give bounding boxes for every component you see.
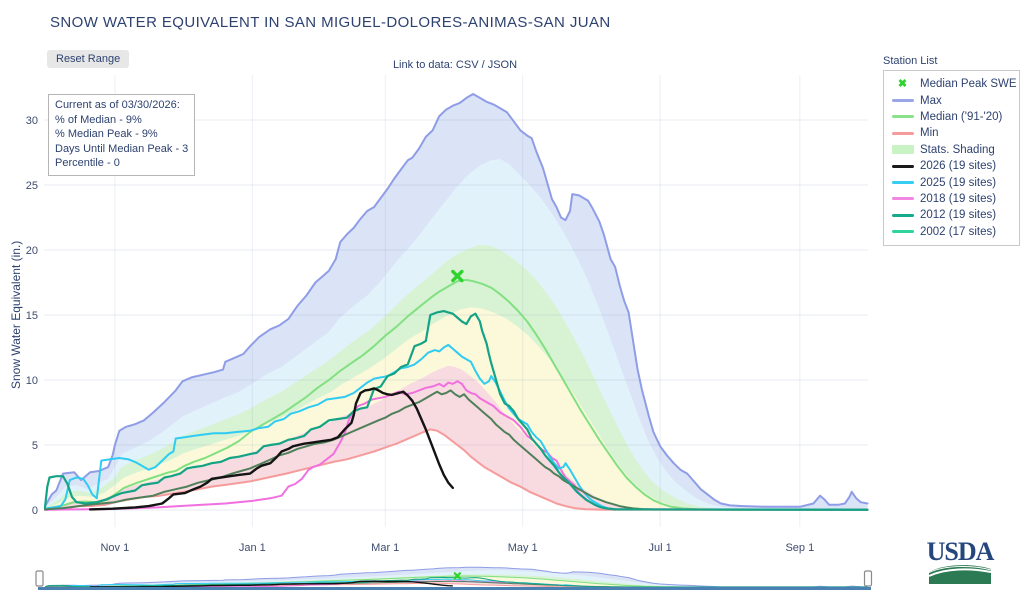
legend-item-label: 2002 (17 sites) bbox=[920, 225, 997, 238]
median-peak-x-icon: ✖ bbox=[889, 77, 916, 90]
line-swatch-icon bbox=[889, 230, 916, 234]
legend-item-label: Median ('91-'20) bbox=[920, 110, 1003, 123]
legend-item-2012-19-sites[interactable]: 2012 (19 sites) bbox=[889, 207, 1017, 223]
swatch-color bbox=[891, 131, 914, 135]
swatch-color bbox=[891, 213, 914, 217]
series-line-2026 bbox=[88, 387, 454, 511]
usda-logo: USDA bbox=[924, 537, 996, 590]
legend-item-label: 2012 (19 sites) bbox=[920, 209, 997, 222]
usda-logo-swoosh-icon bbox=[928, 565, 992, 584]
info-line: % Median Peak - 9% bbox=[55, 128, 158, 141]
x-tick-label: May 1 bbox=[508, 542, 538, 554]
data-export-link[interactable]: Link to data: CSV / JSON bbox=[392, 59, 518, 71]
series-line-2012 bbox=[43, 310, 869, 511]
nav-series-max bbox=[44, 566, 868, 588]
legend-item-2026-19-sites[interactable]: 2026 (19 sites) bbox=[889, 158, 1017, 174]
line-swatch-icon bbox=[889, 115, 916, 119]
series-line-max bbox=[44, 93, 869, 508]
legend-item-2018-19-sites[interactable]: 2018 (19 sites) bbox=[889, 191, 1017, 207]
swatch-color bbox=[891, 181, 914, 185]
y-tick-label: 10 bbox=[26, 375, 38, 387]
navigator-range-area[interactable] bbox=[40, 563, 864, 589]
x-tick-label: Sep 1 bbox=[785, 542, 814, 554]
y-tick-label: 30 bbox=[26, 115, 38, 127]
usda-logo-text: USDA bbox=[926, 537, 995, 566]
x-marker-glyph: ✖ bbox=[897, 77, 908, 90]
legend-item-median-91-20[interactable]: Median ('91-'20) bbox=[889, 109, 1017, 125]
swatch-color bbox=[891, 99, 914, 103]
page-title: SNOW WATER EQUIVALENT IN SAN MIGUEL-DOLO… bbox=[50, 14, 611, 31]
y-tick-label: 0 bbox=[32, 505, 38, 517]
line-swatch-icon bbox=[889, 99, 916, 103]
nav-series-2026 bbox=[90, 580, 453, 588]
line-swatch-icon bbox=[889, 181, 916, 185]
y-tick-label: 5 bbox=[32, 440, 38, 452]
station-list-link[interactable]: Station List bbox=[883, 55, 938, 67]
x-tick-label: Jul 1 bbox=[649, 542, 672, 554]
x-tick-label: Mar 1 bbox=[371, 542, 399, 554]
series-line-min bbox=[44, 428, 869, 511]
legend-item-label: Median Peak SWE bbox=[920, 78, 1017, 91]
shading-below-min-cutout bbox=[45, 429, 868, 510]
band-swatch-icon bbox=[889, 145, 916, 155]
legend-item-label: 2018 (19 sites) bbox=[920, 192, 997, 205]
line-swatch-icon bbox=[889, 213, 916, 217]
legend-item-max[interactable]: Max bbox=[889, 92, 1017, 108]
legend-item-label: Stats. Shading bbox=[920, 143, 995, 156]
line-swatch-icon bbox=[889, 164, 916, 168]
nav-median-peak-marker bbox=[453, 572, 462, 580]
swatch-color bbox=[891, 164, 914, 168]
chart-legend: ✖ Median Peak SWE Max Median ('91-'20) Min St… bbox=[883, 70, 1020, 246]
y-tick-label: 20 bbox=[26, 245, 38, 257]
nav-series-2012 bbox=[44, 576, 868, 588]
info-line: Days Until Median Peak - 3 bbox=[55, 142, 189, 155]
swatch-color bbox=[891, 197, 914, 201]
series-line-median bbox=[44, 278, 869, 511]
series-line-2018 bbox=[44, 380, 869, 511]
line-swatch-icon bbox=[889, 197, 916, 201]
swatch-color bbox=[891, 115, 914, 119]
y-tick-label: 15 bbox=[26, 310, 38, 322]
legend-item-label: 2026 (19 sites) bbox=[920, 160, 997, 173]
legend-item-stats-shading[interactable]: Stats. Shading bbox=[889, 142, 1017, 158]
legend-item-label: 2025 (19 sites) bbox=[920, 176, 997, 189]
info-line: % of Median - 9% bbox=[55, 113, 142, 126]
legend-item-min[interactable]: Min bbox=[889, 125, 1017, 141]
line-swatch-icon bbox=[889, 131, 916, 135]
swatch-color bbox=[891, 230, 914, 234]
navigator-left-handle[interactable] bbox=[35, 570, 44, 587]
legend-item-2002-17-sites[interactable]: 2002 (17 sites) bbox=[889, 224, 1017, 240]
navigator-right-handle[interactable] bbox=[863, 570, 873, 587]
median-peak-swe-marker bbox=[451, 269, 464, 283]
y-tick-label: 25 bbox=[26, 180, 38, 192]
info-line: Percentile - 0 bbox=[55, 157, 120, 170]
legend-item-median-peak-swe[interactable]: ✖ Median Peak SWE bbox=[889, 76, 1017, 92]
reset-range-button[interactable]: Reset Range bbox=[47, 50, 130, 68]
swatch-color bbox=[891, 145, 914, 155]
legend-item-2025-19-sites[interactable]: 2025 (19 sites) bbox=[889, 174, 1017, 190]
legend-item-label: Max bbox=[920, 94, 942, 107]
current-status-info-box: Current as of 03/30/2026: % of Median - 9… bbox=[48, 94, 196, 176]
x-tick-label: Jan 1 bbox=[239, 542, 266, 554]
info-line: Current as of 03/30/2026: bbox=[55, 99, 180, 111]
legend-item-label: Min bbox=[920, 127, 939, 140]
y-axis-title: Snow Water Equivalent (in.) bbox=[9, 240, 23, 389]
x-tick-label: Nov 1 bbox=[100, 542, 129, 554]
